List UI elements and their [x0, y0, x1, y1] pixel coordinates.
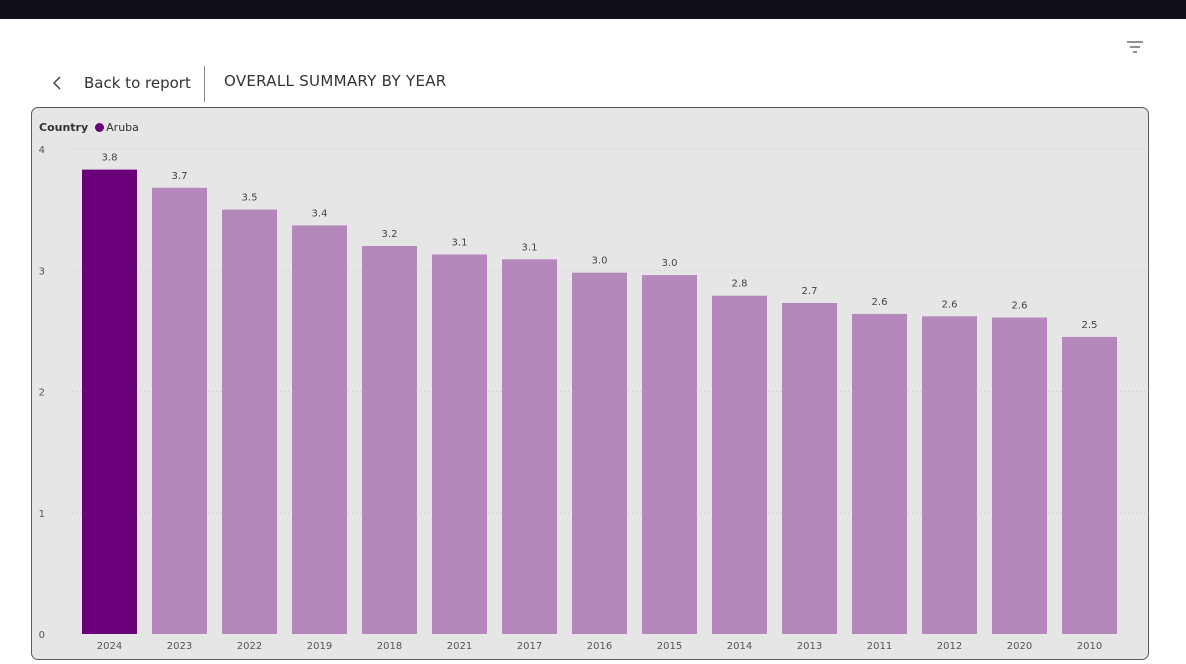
x-tick-label: 2024: [97, 641, 122, 652]
bar-2017[interactable]: [502, 259, 557, 634]
x-tick-label: 2022: [237, 641, 262, 652]
data-label: 2.6: [942, 299, 958, 310]
data-label: 3.5: [242, 193, 258, 204]
bar-2010[interactable]: [1062, 336, 1117, 634]
data-label: 3.0: [662, 258, 678, 269]
legend-title: Country: [39, 121, 89, 134]
data-label: 3.1: [522, 242, 538, 253]
data-label: 3.0: [592, 256, 608, 267]
x-tick-label: 2012: [937, 641, 962, 652]
bar-2023[interactable]: [152, 187, 207, 635]
filter-icon: [1127, 41, 1143, 53]
data-label: 3.4: [312, 208, 328, 219]
y-tick-label: 2: [39, 388, 45, 399]
header-divider: [204, 66, 205, 102]
back-to-report-button[interactable]: Back to report: [50, 70, 191, 96]
legend-entry[interactable]: Aruba: [106, 121, 139, 134]
bar-2021[interactable]: [432, 254, 487, 635]
x-tick-label: 2019: [307, 641, 332, 652]
data-label: 3.7: [172, 171, 188, 182]
bar-2016[interactable]: [572, 272, 627, 634]
data-label: 2.6: [1012, 301, 1028, 312]
legend-marker: [95, 123, 105, 132]
filter-button[interactable]: [1124, 36, 1146, 58]
x-tick-label: 2011: [867, 641, 892, 652]
data-label: 3.2: [382, 229, 398, 240]
x-tick-label: 2023: [167, 641, 192, 652]
bar-2013[interactable]: [782, 302, 837, 634]
bar-2011[interactable]: [852, 313, 907, 634]
data-label: 2.6: [872, 297, 888, 308]
bar-2018[interactable]: [362, 246, 417, 634]
x-tick-label: 2013: [797, 641, 822, 652]
x-tick-label: 2020: [1007, 641, 1032, 652]
y-tick-label: 1: [39, 509, 45, 520]
x-tick-label: 2021: [447, 641, 472, 652]
x-tick-label: 2014: [727, 641, 752, 652]
data-label: 2.8: [732, 279, 748, 290]
bar-2014[interactable]: [712, 295, 767, 634]
data-label: 3.1: [452, 237, 468, 248]
chart-card: 0 1 2 3 4 3.8 2024 3.7 2023 3.5 2022 3.4 2019 3.2 2018…: [31, 107, 1149, 660]
bar-2019[interactable]: [292, 225, 347, 634]
y-tick-label: 3: [39, 266, 45, 277]
x-tick-label: 2017: [517, 641, 542, 652]
back-to-report-label: Back to report: [84, 74, 191, 92]
x-tick-label: 2015: [657, 641, 682, 652]
bar-2015[interactable]: [642, 275, 697, 634]
bar-chart: 0 1 2 3 4 3.8 2024 3.7 2023 3.5 2022 3.4 2019 3.2 2018…: [39, 145, 1146, 652]
bar-2020[interactable]: [992, 317, 1047, 634]
page-title: OVERALL SUMMARY BY YEAR: [224, 72, 447, 90]
top-bar: [0, 0, 1186, 19]
data-label: 2.5: [1082, 320, 1098, 331]
bar-2012[interactable]: [922, 316, 977, 634]
x-tick-label: 2016: [587, 641, 612, 652]
chevron-left-icon: [52, 76, 61, 90]
bar-2024[interactable]: [82, 169, 137, 635]
x-tick-label: 2018: [377, 641, 402, 652]
legend: Country Aruba: [39, 121, 139, 134]
x-tick-label: 2010: [1077, 641, 1102, 652]
bar-2022[interactable]: [222, 209, 277, 634]
data-label: 3.8: [102, 153, 118, 164]
y-tick-label: 0: [39, 630, 45, 641]
y-tick-label: 4: [39, 145, 45, 156]
data-label: 2.7: [802, 286, 818, 297]
